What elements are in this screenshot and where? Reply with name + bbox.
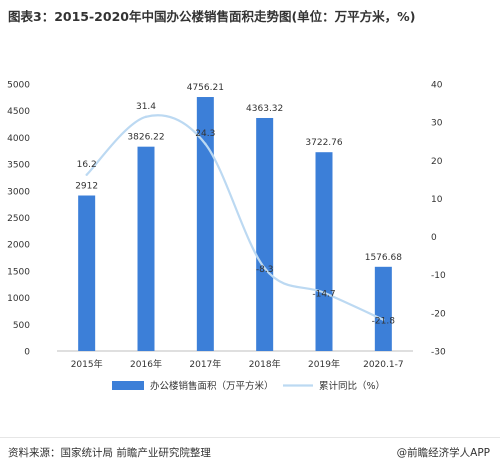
y-right-tick-label: -30 — [431, 348, 446, 358]
bar-data-label: 4756.21 — [187, 83, 224, 93]
line-data-label: -21.8 — [372, 317, 396, 327]
bar — [256, 117, 274, 351]
y-right-tick-label: 10 — [431, 195, 443, 205]
y-left-tick-label: 0 — [24, 348, 30, 358]
chart-title: 图表3：2015-2020年中国办公楼销售面积走势图(单位：万平方米，%) — [8, 9, 416, 24]
y-left-tick-label: 2500 — [7, 214, 30, 224]
bar — [374, 266, 392, 351]
y-left-tick-label: 3500 — [7, 161, 30, 171]
line-point — [144, 115, 148, 119]
bar-data-label: 2912 — [75, 181, 98, 191]
x-tick-label: 2020.1-7 — [363, 360, 403, 370]
y-left-tick-label: 2000 — [7, 241, 30, 251]
bar-data-label: 1576.68 — [365, 253, 402, 263]
x-tick-label: 2018年 — [249, 358, 281, 370]
chart-canvas: 0 500 1000 1500 2000 2500 3000 3500 4000 4500 5000… — [7, 81, 446, 393]
bar-data-label: 3722.76 — [305, 138, 342, 148]
y-right-tick-label: 30 — [431, 119, 443, 129]
y-right-tick-label: -10 — [431, 271, 446, 281]
line-point — [85, 173, 88, 176]
bar — [196, 97, 214, 351]
y-left-tick-label: 4500 — [7, 107, 30, 117]
y-left-tick-label: 3000 — [7, 187, 30, 197]
legend-bar-label: 办公楼销售面积（万平方米） — [150, 380, 274, 392]
bar — [78, 195, 96, 351]
credit-text: @前瞻经济学人APP — [396, 447, 490, 459]
line-data-label: 31.4 — [136, 102, 156, 112]
credit-note: @前瞻经济学人APP — [397, 445, 490, 460]
y-left-tick-label: 1000 — [7, 294, 30, 304]
x-tick-label: 2015年 — [71, 358, 103, 370]
y-right-tick-label: 40 — [431, 81, 443, 91]
y-right-tick-label: -20 — [431, 309, 446, 319]
x-tick-label: 2017年 — [189, 358, 221, 370]
bar — [137, 146, 155, 351]
line-point — [204, 142, 207, 146]
bar-data-label: 4363.32 — [246, 104, 283, 114]
bar-data-label: 3826.22 — [127, 133, 164, 143]
line-point — [382, 318, 385, 321]
y-left-tick-label: 1500 — [7, 267, 30, 277]
line-data-label: -14.7 — [312, 290, 335, 300]
line-point — [263, 267, 266, 270]
line-series-path — [85, 114, 384, 321]
footer-divider — [0, 437, 500, 438]
y-right-tick-label: 20 — [431, 157, 443, 167]
line-point — [322, 291, 326, 294]
y-left-tick-label: 5000 — [7, 81, 30, 91]
y-left-tick-label: 4000 — [7, 134, 30, 144]
legend-line-label: 累计同比（%） — [319, 380, 385, 392]
x-tick-label: 2019年 — [308, 358, 340, 370]
line-data-label: -8.3 — [256, 265, 274, 275]
line-data-label: 24.3 — [195, 129, 215, 139]
line-data-label: 16.2 — [77, 160, 97, 170]
y-left-tick-label: 500 — [13, 321, 30, 331]
bar — [315, 152, 333, 351]
y-right-tick-label: 0 — [431, 233, 437, 243]
source-note: 资料来源：国家统计局 前瞻产业研究院整理 — [8, 447, 211, 459]
x-tick-label: 2016年 — [130, 358, 162, 370]
legend-bar-swatch — [112, 381, 144, 390]
